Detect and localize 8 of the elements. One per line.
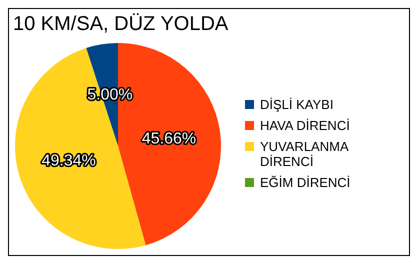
data-label: 45.66% [142, 130, 196, 148]
data-label: 49.34% [42, 152, 96, 170]
chart-title: 10 KM/SA, DÜZ YOLDA [13, 13, 228, 36]
data-label: 5.00% [87, 86, 133, 104]
legend-label: EĞİM DİRENCİ [260, 175, 352, 190]
legend-label: HAVA DİRENCİ [260, 118, 351, 133]
legend-label: DİŞLİ KAYBI [260, 97, 334, 112]
legend-label: YUVARLANMA DİRENCİ [260, 139, 350, 169]
